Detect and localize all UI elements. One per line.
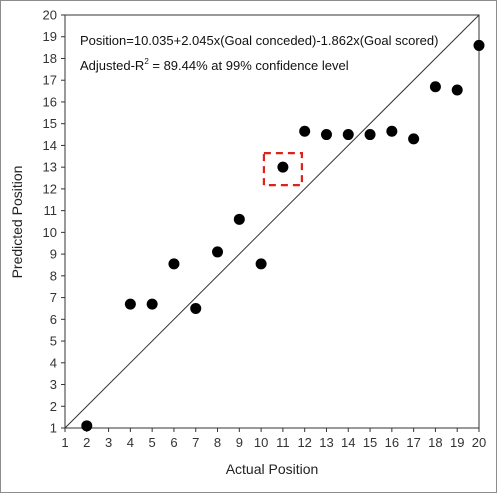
data-point	[342, 129, 354, 141]
r2-annotation: Adjusted-R2 = 89.44% at 99% confidence l…	[80, 57, 349, 73]
y-tick-label: 13	[43, 160, 57, 175]
data-point	[386, 125, 398, 137]
y-tick-label: 12	[43, 181, 57, 196]
data-point	[473, 39, 485, 51]
x-tick-label: 2	[83, 435, 90, 450]
highlight-box	[262, 152, 303, 187]
r2-prefix: Adjusted-R	[80, 58, 144, 73]
y-tick-label: 20	[43, 8, 57, 23]
y-axis-label: Predicted Position	[9, 166, 25, 279]
y-tick-label: 2	[50, 399, 57, 414]
y-tick-label: 7	[50, 290, 57, 305]
x-tick-label: 11	[276, 435, 290, 450]
x-tick-label: 17	[406, 435, 420, 450]
x-tick-label: 3	[105, 435, 112, 450]
x-tick-label: 6	[170, 435, 177, 450]
data-point	[299, 125, 311, 137]
x-tick-label: 5	[149, 435, 156, 450]
y-tick-label: 15	[43, 116, 57, 131]
x-tick-label: 7	[192, 435, 199, 450]
x-tick-label: 9	[236, 435, 243, 450]
data-point	[81, 420, 93, 432]
data-point	[408, 133, 420, 145]
x-tick-label: 14	[341, 435, 355, 450]
x-tick-label: 13	[319, 435, 333, 450]
reference-line-layer	[64, 14, 480, 429]
data-point	[190, 302, 202, 314]
x-tick-label: 15	[363, 435, 377, 450]
y-tick-label: 1	[50, 421, 57, 436]
y-tick-label: 6	[50, 312, 57, 327]
data-points	[81, 39, 485, 432]
y-tick-label: 16	[43, 94, 57, 109]
data-point	[364, 129, 376, 141]
y-tick-label: 9	[50, 247, 57, 262]
x-tick-label: 10	[254, 435, 268, 450]
x-tick-label: 20	[472, 435, 486, 450]
plot-area-border	[64, 14, 480, 429]
highlight-layer	[262, 152, 303, 187]
y-tick-label: 3	[50, 377, 57, 392]
y-tick-label: 14	[43, 138, 57, 153]
x-axis-label: Actual Position	[226, 461, 319, 477]
y-tick-label: 11	[44, 203, 58, 218]
y-tick-label: 17	[43, 73, 57, 88]
x-tick-label: 1	[61, 435, 68, 450]
data-point	[146, 298, 158, 310]
data-point	[168, 258, 180, 270]
data-point	[124, 298, 136, 310]
data-point	[212, 246, 224, 258]
y-tick-label: 18	[43, 51, 57, 66]
data-point	[233, 213, 245, 225]
x-tick-label: 4	[127, 435, 134, 450]
y-tick-label: 19	[43, 29, 57, 44]
r2-suffix: = 89.44% at 99% confidence level	[149, 58, 349, 73]
r2-superscript: 2	[144, 57, 149, 66]
data-point	[277, 161, 289, 173]
data-point	[320, 129, 332, 141]
x-tick-label: 19	[450, 435, 464, 450]
y-tick-label: 10	[43, 225, 57, 240]
equation-annotation: Position=10.035+2.045x(Goal conceded)-1.…	[80, 33, 438, 48]
data-point	[429, 81, 441, 93]
y-tick-label: 4	[50, 355, 57, 370]
data-point	[451, 84, 463, 96]
y-tick-label: 8	[50, 268, 57, 283]
data-point	[255, 258, 267, 270]
tick-labels: 1 2 3 4 5 6 7 8 9 10 11 12 13 14 15 16 17 18 19 20123456789…	[43, 8, 487, 451]
x-tick-label: 12	[297, 435, 311, 450]
axes	[61, 14, 480, 432]
x-tick-label: 18	[428, 435, 442, 450]
reference-line	[64, 14, 480, 429]
y-tick-label: 5	[50, 334, 57, 349]
x-tick-label: 8	[214, 435, 221, 450]
x-tick-label: 16	[385, 435, 399, 450]
